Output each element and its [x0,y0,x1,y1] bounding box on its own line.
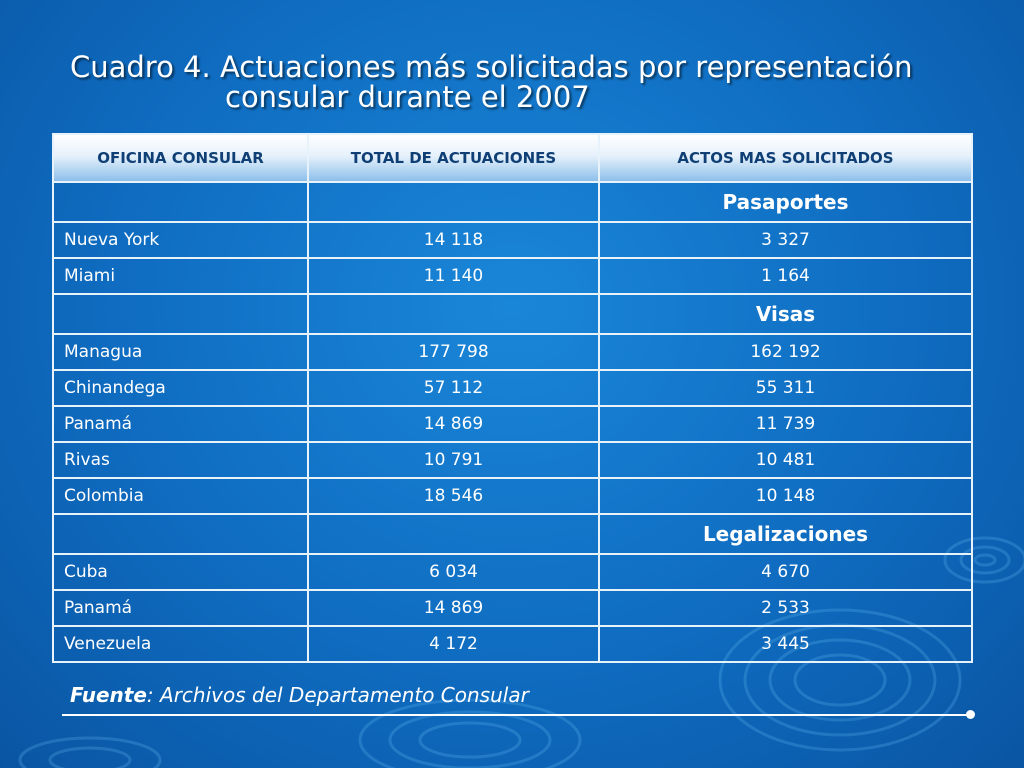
office-cell: Venezuela [52,625,309,663]
acts-cell: 1 164 [598,257,973,295]
acts-cell: 10 481 [598,441,973,479]
footer-divider-line [62,714,968,716]
acts-cell: 4 670 [598,553,973,591]
slide-title: Cuadro 4. Actuaciones más solicitadas po… [70,52,970,112]
office-cell: Cuba [52,553,309,591]
acts-cell: 55 311 [598,369,973,407]
total-cell: 14 118 [306,221,601,259]
office-cell: Panamá [52,405,309,443]
acts-cell: 3 327 [598,221,973,259]
office-cell: Miami [52,257,309,295]
source-label: Fuente [70,683,147,707]
header-oficina-consular: OFICINA CONSULAR [52,133,309,183]
acts-cell: 10 148 [598,477,973,515]
office-cell: Panamá [52,589,309,627]
consular-actions-table: OFICINA CONSULAR TOTAL DE ACTUACIONES AC… [52,133,973,663]
office-cell: Managua [52,333,309,371]
table-row: Chinandega 57 112 55 311 [52,369,973,407]
header-actos-solicitados: ACTOS MAS SOLICITADOS [598,133,973,183]
table-row: Panamá 14 869 2 533 [52,589,973,627]
total-cell: 18 546 [306,477,601,515]
group-label: Visas [598,293,973,335]
total-cell: 4 172 [306,625,601,663]
group-row-legalizaciones: Legalizaciones [52,513,973,555]
group-label: Legalizaciones [598,513,973,555]
total-cell: 6 034 [306,553,601,591]
source-separator: : [146,683,161,707]
title-line-2: consular durante el 2007 [225,80,590,114]
group-label: Pasaportes [598,181,973,223]
empty-cell [306,513,601,555]
acts-cell: 2 533 [598,589,973,627]
empty-cell [52,181,309,223]
table-row: Colombia 18 546 10 148 [52,477,973,515]
table-row: Venezuela 4 172 3 445 [52,625,973,663]
acts-cell: 3 445 [598,625,973,663]
acts-cell: 162 192 [598,333,973,371]
empty-cell [52,513,309,555]
total-cell: 57 112 [306,369,601,407]
total-cell: 14 869 [306,405,601,443]
total-cell: 177 798 [306,333,601,371]
group-row-pasaportes: Pasaportes [52,181,973,223]
office-cell: Nueva York [52,221,309,259]
office-cell: Colombia [52,477,309,515]
empty-cell [306,181,601,223]
table-row: Nueva York 14 118 3 327 [52,221,973,259]
table-row: Managua 177 798 162 192 [52,333,973,371]
acts-cell: 11 739 [598,405,973,443]
footer-divider-dot [966,710,975,719]
header-total-actuaciones: TOTAL DE ACTUACIONES [306,133,601,183]
office-cell: Rivas [52,441,309,479]
total-cell: 11 140 [306,257,601,295]
source-note: Fuente: Archivos del Departamento Consul… [70,683,529,707]
empty-cell [306,293,601,335]
total-cell: 14 869 [306,589,601,627]
table-row: Cuba 6 034 4 670 [52,553,973,591]
total-cell: 10 791 [306,441,601,479]
table-header-row: OFICINA CONSULAR TOTAL DE ACTUACIONES AC… [52,133,973,183]
group-row-visas: Visas [52,293,973,335]
table-row: Rivas 10 791 10 481 [52,441,973,479]
table-row: Miami 11 140 1 164 [52,257,973,295]
source-text: Archivos del Departamento Consular [160,683,529,707]
title-line-1: Cuadro 4. Actuaciones más solicitadas po… [70,50,913,84]
table-row: Panamá 14 869 11 739 [52,405,973,443]
empty-cell [52,293,309,335]
office-cell: Chinandega [52,369,309,407]
